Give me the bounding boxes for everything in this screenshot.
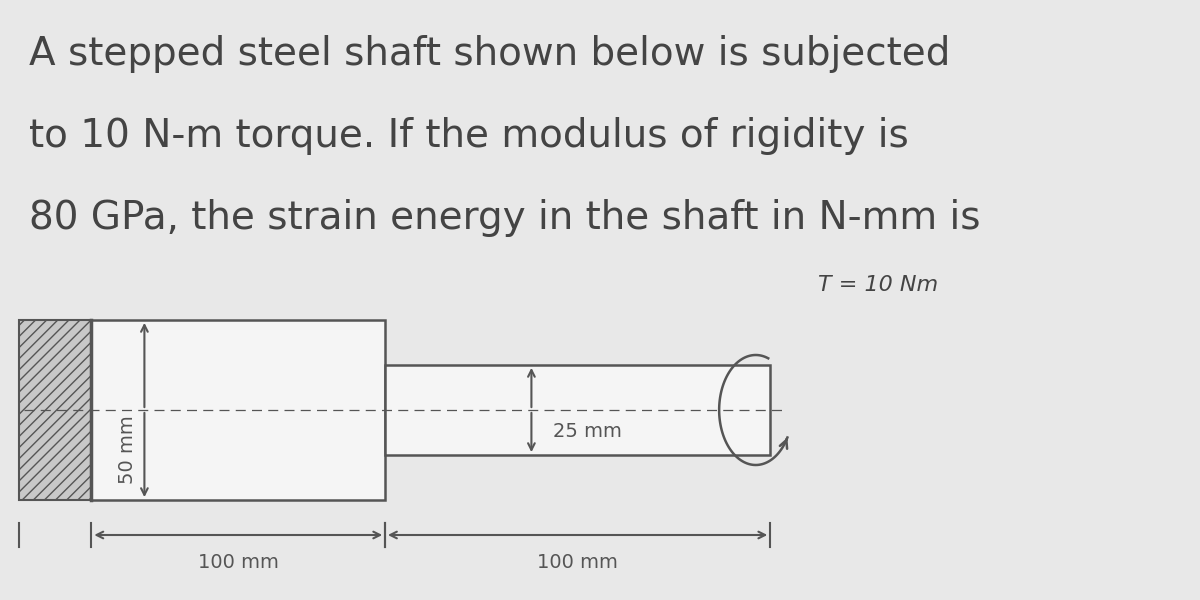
Text: 50 mm: 50 mm: [118, 416, 137, 484]
Text: 80 GPa, the strain energy in the shaft in N-mm is: 80 GPa, the strain energy in the shaft i…: [29, 199, 980, 237]
Bar: [91, 320, 385, 500]
Text: to 10 N-m torque. If the modulus of rigidity is: to 10 N-m torque. If the modulus of rigi…: [29, 117, 908, 155]
Text: T = 10 Nm: T = 10 Nm: [818, 275, 938, 295]
Bar: [385, 365, 770, 455]
Text: 100 mm: 100 mm: [198, 553, 278, 572]
Bar: [19, 320, 91, 500]
Text: 100 mm: 100 mm: [538, 553, 618, 572]
Text: 25 mm: 25 mm: [552, 422, 622, 441]
Text: A stepped steel shaft shown below is subjected: A stepped steel shaft shown below is sub…: [29, 35, 950, 73]
